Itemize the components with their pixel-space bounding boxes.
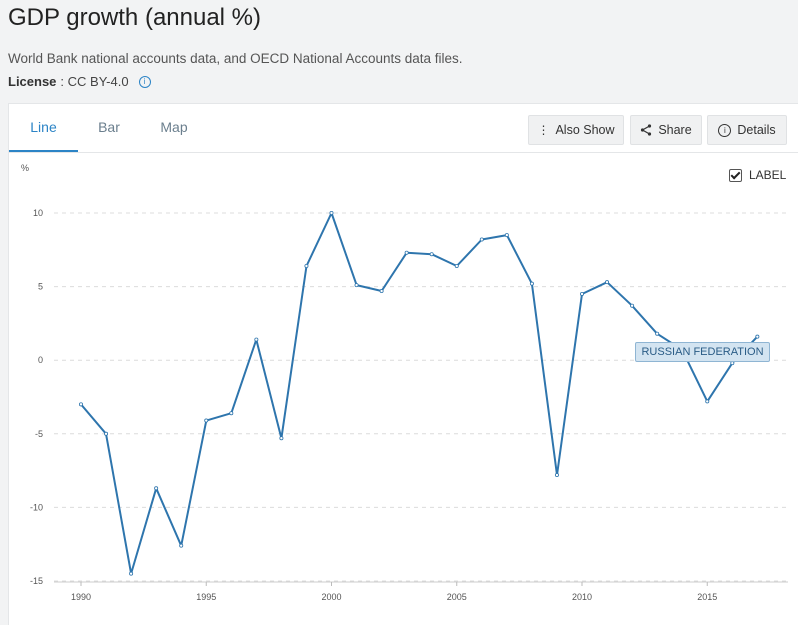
data-point [429, 252, 434, 257]
data-point [154, 486, 159, 491]
more-vertical-icon: ⋮ [537, 123, 550, 137]
label-checkbox[interactable] [729, 168, 742, 182]
data-point [755, 334, 760, 339]
also-show-label: Also Show [555, 123, 615, 137]
series-line [80, 212, 759, 575]
data-point [329, 211, 334, 216]
tab-bar[interactable]: Bar [98, 119, 120, 135]
data-point [705, 399, 710, 404]
x-tick-label: 2005 [447, 592, 467, 602]
data-point [454, 263, 459, 268]
share-label: Share [658, 123, 692, 137]
also-show-button[interactable]: ⋮ Also Show [528, 115, 624, 145]
y-tick-label: -10 [30, 502, 43, 512]
data-point [179, 543, 184, 548]
tab-line[interactable]: Line [9, 104, 78, 152]
data-point [630, 303, 635, 308]
x-tick-label: 2015 [697, 592, 717, 602]
details-label: Details [737, 123, 776, 137]
license-label: License [8, 74, 57, 89]
data-point [129, 571, 134, 576]
data-point [580, 291, 585, 296]
y-tick-label: -5 [35, 429, 43, 439]
line-chart: % 10 5 0 -5 -10 -15 1990 1995 2000 2005 2010 2015 [21, 163, 788, 602]
license-value[interactable]: : CC BY-4.0 [60, 74, 129, 89]
data-point [554, 473, 559, 478]
share-icon [641, 124, 652, 136]
series-label-tooltip: RUSSIAN FEDERATION [635, 342, 770, 362]
details-button[interactable]: i Details [707, 115, 787, 145]
data-point [204, 418, 209, 423]
data-point [655, 331, 660, 336]
data-point [529, 281, 534, 286]
label-toggle[interactable]: LABEL [729, 168, 786, 182]
x-tick-label: 2010 [572, 592, 592, 602]
data-point [254, 337, 259, 342]
chart-card: Line Bar Map ⋮ Also Show Share i Details… [8, 103, 798, 625]
info-icon[interactable]: i [138, 75, 151, 88]
y-tick-label: 5 [38, 282, 43, 292]
data-point [229, 411, 234, 416]
data-point [379, 289, 384, 294]
page-title: GDP growth (annual %) [8, 4, 262, 31]
y-axis-unit-label: % [21, 163, 29, 173]
x-tick-label: 1990 [71, 592, 91, 602]
data-point [404, 250, 409, 255]
data-point [504, 233, 509, 238]
source-note: World Bank national accounts data, and O… [8, 51, 463, 66]
license-line: License : CC BY-4.0 i [8, 74, 151, 89]
info-circle-icon: i [718, 123, 732, 137]
share-button[interactable]: Share [630, 115, 702, 145]
data-point [479, 237, 484, 242]
data-point [79, 402, 84, 407]
data-point [104, 431, 109, 436]
y-tick-label: 10 [33, 208, 43, 218]
y-tick-label: 0 [38, 355, 43, 365]
data-point [279, 436, 284, 441]
y-tick-label: -15 [30, 576, 43, 586]
data-point [354, 283, 359, 288]
chart-tabs: Line Bar Map ⋮ Also Show Share i Details [9, 104, 798, 153]
x-tick-label: 2000 [321, 592, 341, 602]
data-point [605, 280, 610, 285]
data-point [730, 361, 735, 366]
x-tick-label: 1995 [196, 592, 216, 602]
data-point [304, 263, 309, 268]
label-toggle-text: LABEL [749, 168, 787, 182]
tab-map[interactable]: Map [160, 119, 188, 135]
